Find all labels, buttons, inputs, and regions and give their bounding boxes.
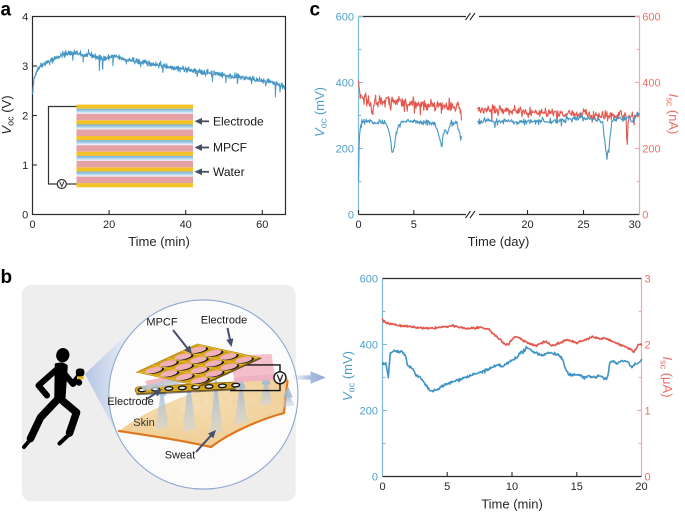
svg-text:5: 5	[411, 219, 417, 231]
svg-text:0: 0	[348, 210, 354, 222]
svg-text:Voc (mV): Voc (mV)	[340, 351, 357, 401]
svg-text:600: 600	[642, 12, 660, 24]
svg-text:0: 0	[642, 210, 648, 222]
svg-text:0: 0	[29, 219, 35, 231]
svg-text:Electrode: Electrode	[213, 114, 264, 128]
svg-text:30: 30	[629, 219, 641, 231]
svg-text:5: 5	[444, 481, 450, 493]
svg-text:Isc (nA): Isc (nA)	[665, 94, 682, 135]
svg-text:600: 600	[336, 12, 354, 24]
svg-text:3: 3	[645, 274, 651, 286]
svg-text:0: 0	[372, 472, 378, 484]
svg-text:200: 200	[336, 144, 354, 156]
svg-text:1: 1	[645, 406, 651, 418]
svg-text:Skin: Skin	[133, 417, 154, 429]
svg-text:60: 60	[256, 219, 268, 231]
svg-text:Electrode: Electrode	[107, 396, 153, 408]
svg-text:400: 400	[642, 78, 660, 90]
svg-text:Time (min): Time (min)	[481, 496, 543, 511]
svg-text:Electrode: Electrode	[201, 315, 247, 327]
svg-text:Time (day): Time (day)	[468, 234, 530, 249]
svg-text:0: 0	[645, 472, 651, 484]
svg-text:0: 0	[355, 219, 361, 231]
svg-text:40: 40	[180, 219, 192, 231]
svg-text:MPCF: MPCF	[213, 141, 247, 155]
svg-text:400: 400	[360, 340, 378, 352]
svg-text:a: a	[1, 0, 12, 21]
svg-text:400: 400	[336, 78, 354, 90]
svg-text:Voc (mV): Voc (mV)	[312, 87, 329, 137]
svg-text:Time (min): Time (min)	[128, 234, 190, 249]
svg-text:1: 1	[22, 160, 28, 172]
svg-text:Sweat: Sweat	[165, 450, 196, 462]
svg-text:Voc (V): Voc (V)	[0, 95, 16, 134]
svg-text:b: b	[1, 267, 13, 288]
svg-text:20: 20	[635, 481, 647, 493]
svg-text:25: 25	[577, 219, 589, 231]
svg-text:3: 3	[22, 61, 28, 73]
svg-text:2: 2	[22, 111, 28, 123]
svg-text:20: 20	[103, 219, 115, 231]
svg-text:Isc (μA): Isc (μA)	[659, 356, 676, 397]
svg-text:2: 2	[645, 340, 651, 352]
svg-text:MPCF: MPCF	[146, 317, 177, 329]
svg-text:600: 600	[360, 274, 378, 286]
svg-text:15: 15	[571, 481, 583, 493]
svg-text:0: 0	[22, 210, 28, 222]
svg-text:0: 0	[379, 481, 385, 493]
svg-text:200: 200	[360, 406, 378, 418]
svg-text:4: 4	[22, 12, 28, 24]
svg-text:20: 20	[521, 219, 533, 231]
svg-text:c: c	[310, 0, 321, 21]
svg-text:Water: Water	[213, 165, 245, 179]
svg-text:200: 200	[642, 144, 660, 156]
svg-text:10: 10	[506, 481, 518, 493]
